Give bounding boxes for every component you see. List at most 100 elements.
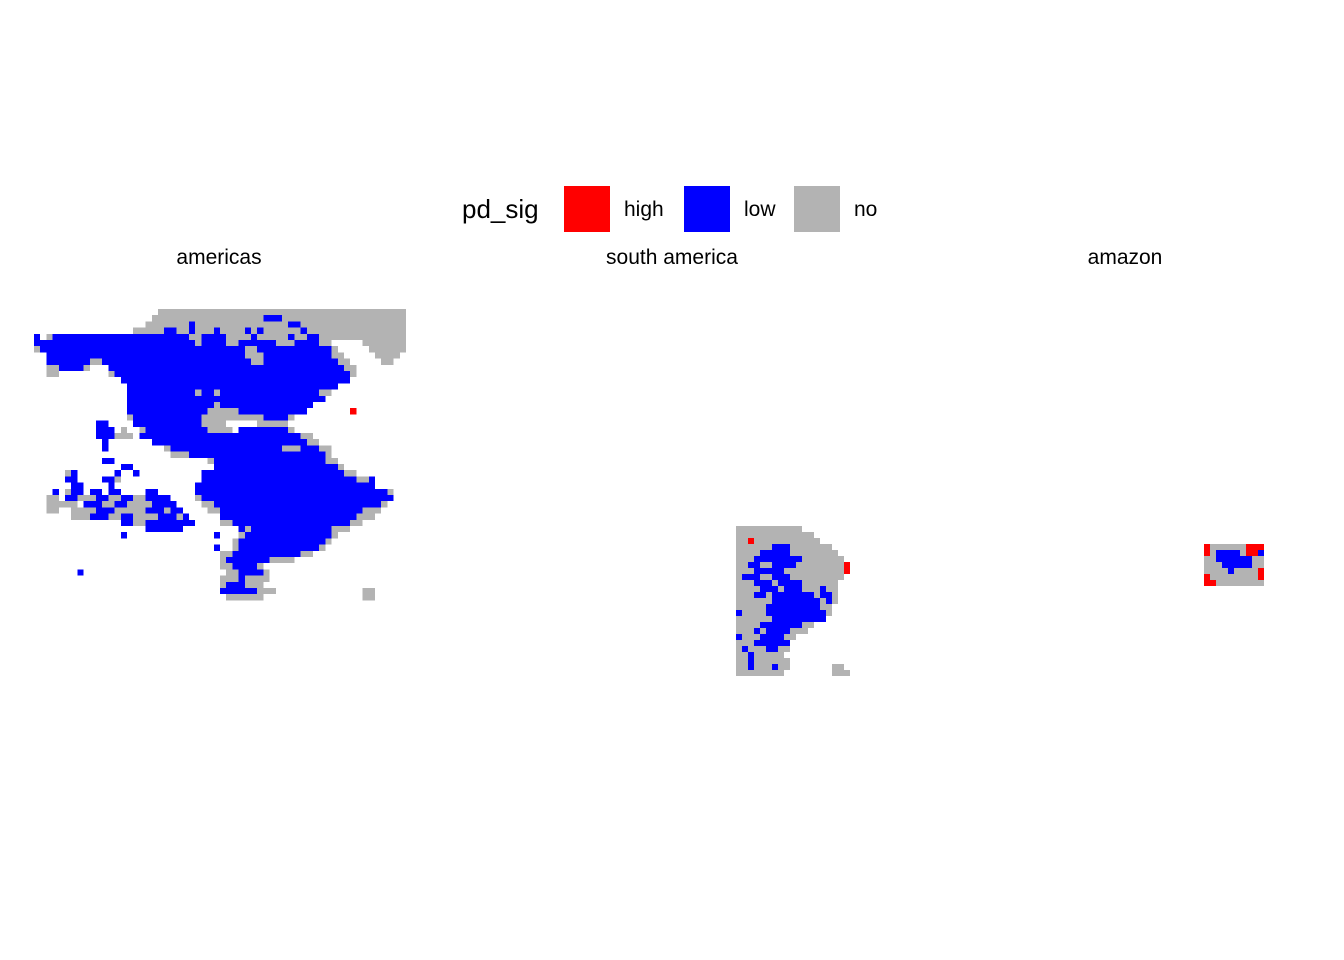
americas-cell (182, 352, 189, 359)
americas-cell (331, 346, 338, 353)
south-america-cell (784, 616, 790, 622)
americas-cell (238, 309, 245, 316)
south-america-cell (784, 592, 790, 598)
americas-cell (300, 352, 307, 359)
south-america-cell (754, 598, 760, 604)
americas-cell (399, 340, 406, 347)
south-america-cell (778, 544, 784, 550)
amazon-cell (1204, 568, 1210, 574)
south-america-cell (760, 544, 766, 550)
amazon-cell (1204, 556, 1210, 562)
south-america-cell (802, 598, 808, 604)
amazon-cell (1222, 544, 1228, 550)
americas-cell (120, 340, 127, 347)
americas-cell (263, 550, 270, 557)
americas-cell (195, 451, 202, 458)
americas-cell (114, 513, 121, 520)
legend-key-high (564, 186, 610, 232)
americas-cell (294, 532, 301, 539)
americas-cell (275, 544, 282, 551)
panel-title-amazon: amazon (1087, 246, 1163, 269)
americas-cell (269, 470, 276, 477)
americas-cell (269, 420, 276, 427)
south-america-cell (742, 574, 748, 580)
americas-cell (176, 408, 183, 415)
americas-cell (375, 488, 382, 495)
americas-cell (158, 333, 165, 340)
americas-cell (158, 426, 165, 433)
americas-cell (251, 507, 258, 514)
south-america-cell (742, 646, 748, 652)
americas-cell (257, 538, 264, 545)
americas-cell (151, 439, 158, 446)
americas-cell (368, 495, 375, 502)
americas-cell (108, 507, 115, 514)
americas-cell (282, 352, 289, 359)
americas-cell (127, 464, 134, 471)
americas-cell (189, 364, 196, 371)
south-america-cell (742, 580, 748, 586)
americas-cell (133, 364, 140, 371)
south-america-cell (760, 616, 766, 622)
americas-cell (195, 408, 202, 415)
americas-cell (288, 507, 295, 514)
americas-cell (232, 439, 239, 446)
south-america-cell (796, 610, 802, 616)
americas-cell (275, 377, 282, 384)
americas-cell (232, 389, 239, 396)
americas-cell (151, 408, 158, 415)
americas-cell (282, 495, 289, 502)
americas-cell (170, 439, 177, 446)
americas-cell (170, 451, 177, 458)
americas-cell (244, 340, 251, 347)
south-america-cell (802, 580, 808, 586)
americas-cell (127, 340, 134, 347)
americas-cell (257, 482, 264, 489)
south-america-cell (772, 640, 778, 646)
americas-cell (238, 340, 245, 347)
americas-cell (306, 383, 313, 390)
americas-cell (189, 439, 196, 446)
south-america-cell (778, 622, 784, 628)
americas-cell (337, 482, 344, 489)
americas-cell (89, 352, 96, 359)
americas-cell (226, 433, 233, 440)
south-america-cell (784, 628, 790, 634)
amazon-cell (1246, 568, 1252, 574)
americas-cell (294, 439, 301, 446)
americas-cell (226, 588, 233, 595)
americas-cell (269, 451, 276, 458)
americas-cell (176, 451, 183, 458)
americas-cell (306, 327, 313, 334)
americas-cell (251, 501, 258, 508)
south-america-cell (748, 574, 754, 580)
americas-cell (182, 519, 189, 526)
south-america-cell (736, 664, 742, 670)
americas-cell (251, 402, 258, 409)
south-america-cell (766, 580, 772, 586)
americas-cell (263, 476, 270, 483)
americas-cell (158, 414, 165, 421)
americas-cell (263, 538, 270, 545)
americas-cell (164, 389, 171, 396)
south-america-cell (820, 580, 826, 586)
americas-cell (158, 495, 165, 502)
americas-cell (275, 426, 282, 433)
americas-cell (158, 395, 165, 402)
americas-cell (170, 402, 177, 409)
americas-cell (282, 532, 289, 539)
south-america-cell (820, 592, 826, 598)
south-america-cell (760, 610, 766, 616)
americas-cell (189, 377, 196, 384)
americas-cell (263, 513, 270, 520)
amazon-cell (1252, 574, 1258, 580)
americas-cell (238, 327, 245, 334)
amazon-cell (1228, 556, 1234, 562)
americas-cell (213, 482, 220, 489)
south-america-cell (790, 604, 796, 610)
americas-cell (282, 557, 289, 564)
south-america-cell (772, 646, 778, 652)
americas-cell (232, 488, 239, 495)
americas-cell (220, 588, 227, 595)
americas-cell (344, 364, 351, 371)
